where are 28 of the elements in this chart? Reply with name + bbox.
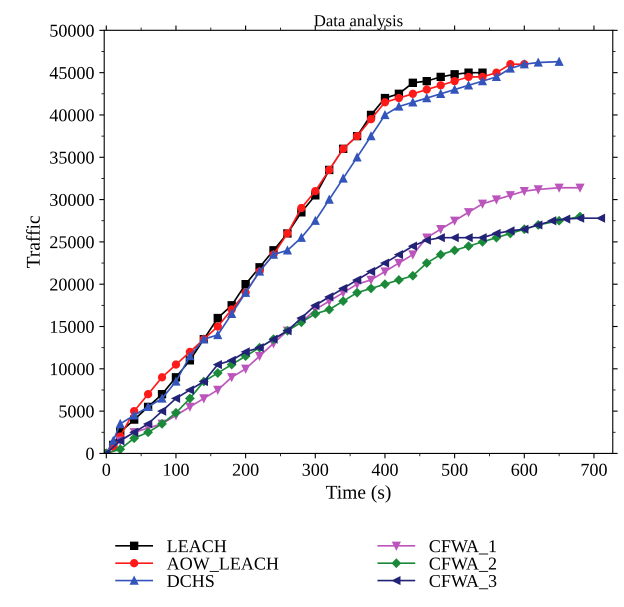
- x-tick-label: 500: [442, 464, 468, 476]
- y-tick-label: 50000: [50, 24, 94, 37]
- y-tick-label: 0: [86, 448, 94, 460]
- legend-label: CFWA_3: [430, 574, 496, 590]
- x-tick-label: 100: [164, 464, 189, 476]
- x-tick-label: 300: [302, 464, 328, 476]
- y-tick-label: 35000: [50, 152, 94, 164]
- y-tick-label: 40000: [50, 109, 94, 122]
- x-tick-label: 0: [102, 464, 110, 476]
- legend-label: CFWA_2: [430, 558, 496, 572]
- y-tick-label: 30000: [50, 194, 94, 206]
- x-tick-label: 700: [582, 464, 607, 476]
- x-tick-label: 400: [372, 464, 398, 476]
- y-axis-title: Traffic: [26, 216, 40, 268]
- legend-label: LEACH: [167, 540, 226, 552]
- y-tick-label: 25000: [50, 236, 94, 248]
- chart-title: Data analysis: [314, 14, 403, 30]
- legend-label: AOW_LEACH: [166, 558, 278, 572]
- y-tick-label: 15000: [50, 320, 94, 333]
- y-tick-label: 45000: [50, 66, 94, 80]
- y-tick-label: 10000: [50, 363, 94, 376]
- x-tick-label: 600: [512, 464, 538, 476]
- y-tick-label: 5000: [59, 405, 94, 418]
- legend-label: CFWA_1: [430, 540, 496, 554]
- legend-label: DCHS: [167, 574, 214, 588]
- x-tick-label: 200: [232, 464, 258, 476]
- x-axis-title: Time (s): [326, 485, 390, 503]
- y-tick-label: 20000: [50, 278, 94, 291]
